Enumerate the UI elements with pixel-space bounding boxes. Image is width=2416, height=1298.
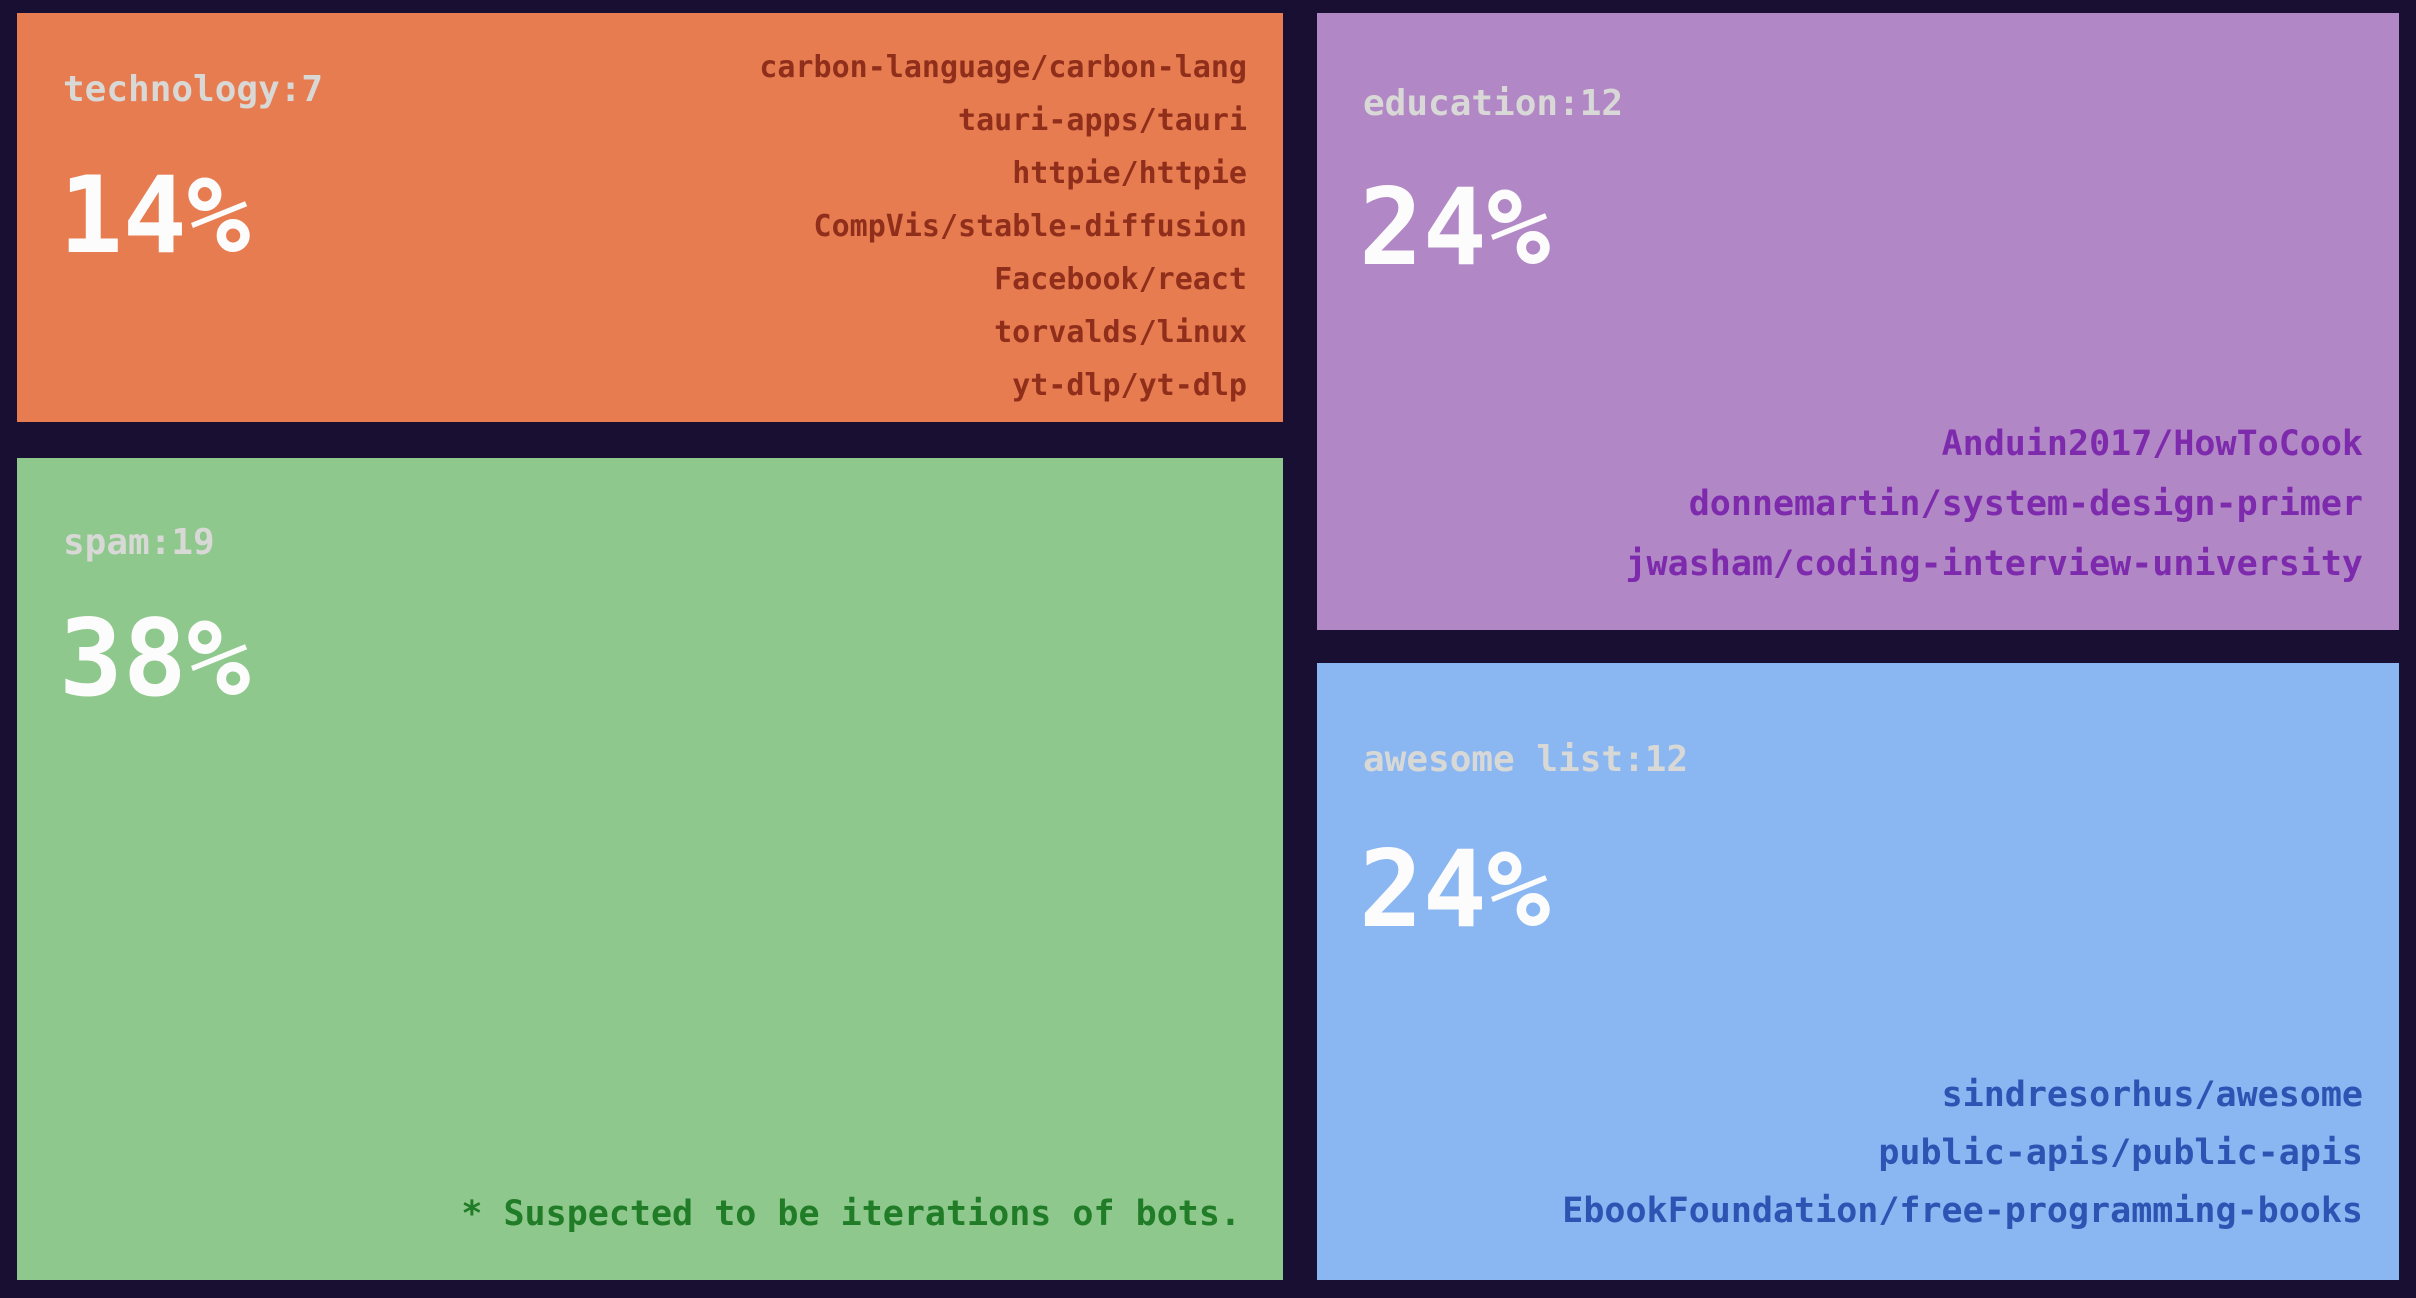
repo-list: Anduin2017/HowToCook donnemartin/system-…: [1625, 414, 2363, 594]
cell-label: awesome list:12: [1363, 739, 1689, 780]
repo-item: Anduin2017/HowToCook: [1941, 424, 2363, 464]
cell-percent: 38%: [59, 597, 251, 720]
repo-item: EbookFoundation/free-programming-books: [1562, 1191, 2363, 1231]
cell-percent: 24%: [1359, 166, 1551, 289]
repo-list: carbon-language/carbon-lang tauri-apps/t…: [759, 41, 1247, 412]
repo-item: public-apis/public-apis: [1878, 1133, 2363, 1173]
repo-list: sindresorhus/awesome public-apis/public-…: [1562, 1066, 2363, 1240]
treemap-cell-technology[interactable]: technology:7 14% carbon-language/carbon-…: [17, 13, 1283, 422]
repo-item: httpie/httpie: [1012, 156, 1247, 191]
cell-label: technology:7: [63, 69, 324, 110]
treemap-cell-education[interactable]: education:12 24% Anduin2017/HowToCook do…: [1317, 13, 2399, 630]
cell-percent: 14%: [59, 154, 251, 277]
cell-label: spam:19: [63, 522, 215, 563]
repo-item: yt-dlp/yt-dlp: [1012, 368, 1247, 403]
repo-item: sindresorhus/awesome: [1941, 1075, 2363, 1115]
treemap-cell-awesome-list[interactable]: awesome list:12 24% sindresorhus/awesome…: [1317, 663, 2399, 1280]
repo-item: jwasham/coding-interview-university: [1625, 544, 2363, 584]
repo-item: tauri-apps/tauri: [958, 103, 1247, 138]
cell-label: education:12: [1363, 83, 1624, 124]
repo-item: carbon-language/carbon-lang: [759, 50, 1247, 85]
repo-item: torvalds/linux: [994, 315, 1247, 350]
cell-percent: 24%: [1359, 828, 1551, 951]
repo-item: CompVis/stable-diffusion: [813, 209, 1247, 244]
repo-item: donnemartin/system-design-primer: [1688, 484, 2363, 524]
cell-footnote: * Suspected to be iterations of bots.: [461, 1194, 1241, 1234]
repo-item: Facebook/react: [994, 262, 1247, 297]
treemap-cell-spam[interactable]: spam:19 38% * Suspected to be iterations…: [17, 458, 1283, 1280]
